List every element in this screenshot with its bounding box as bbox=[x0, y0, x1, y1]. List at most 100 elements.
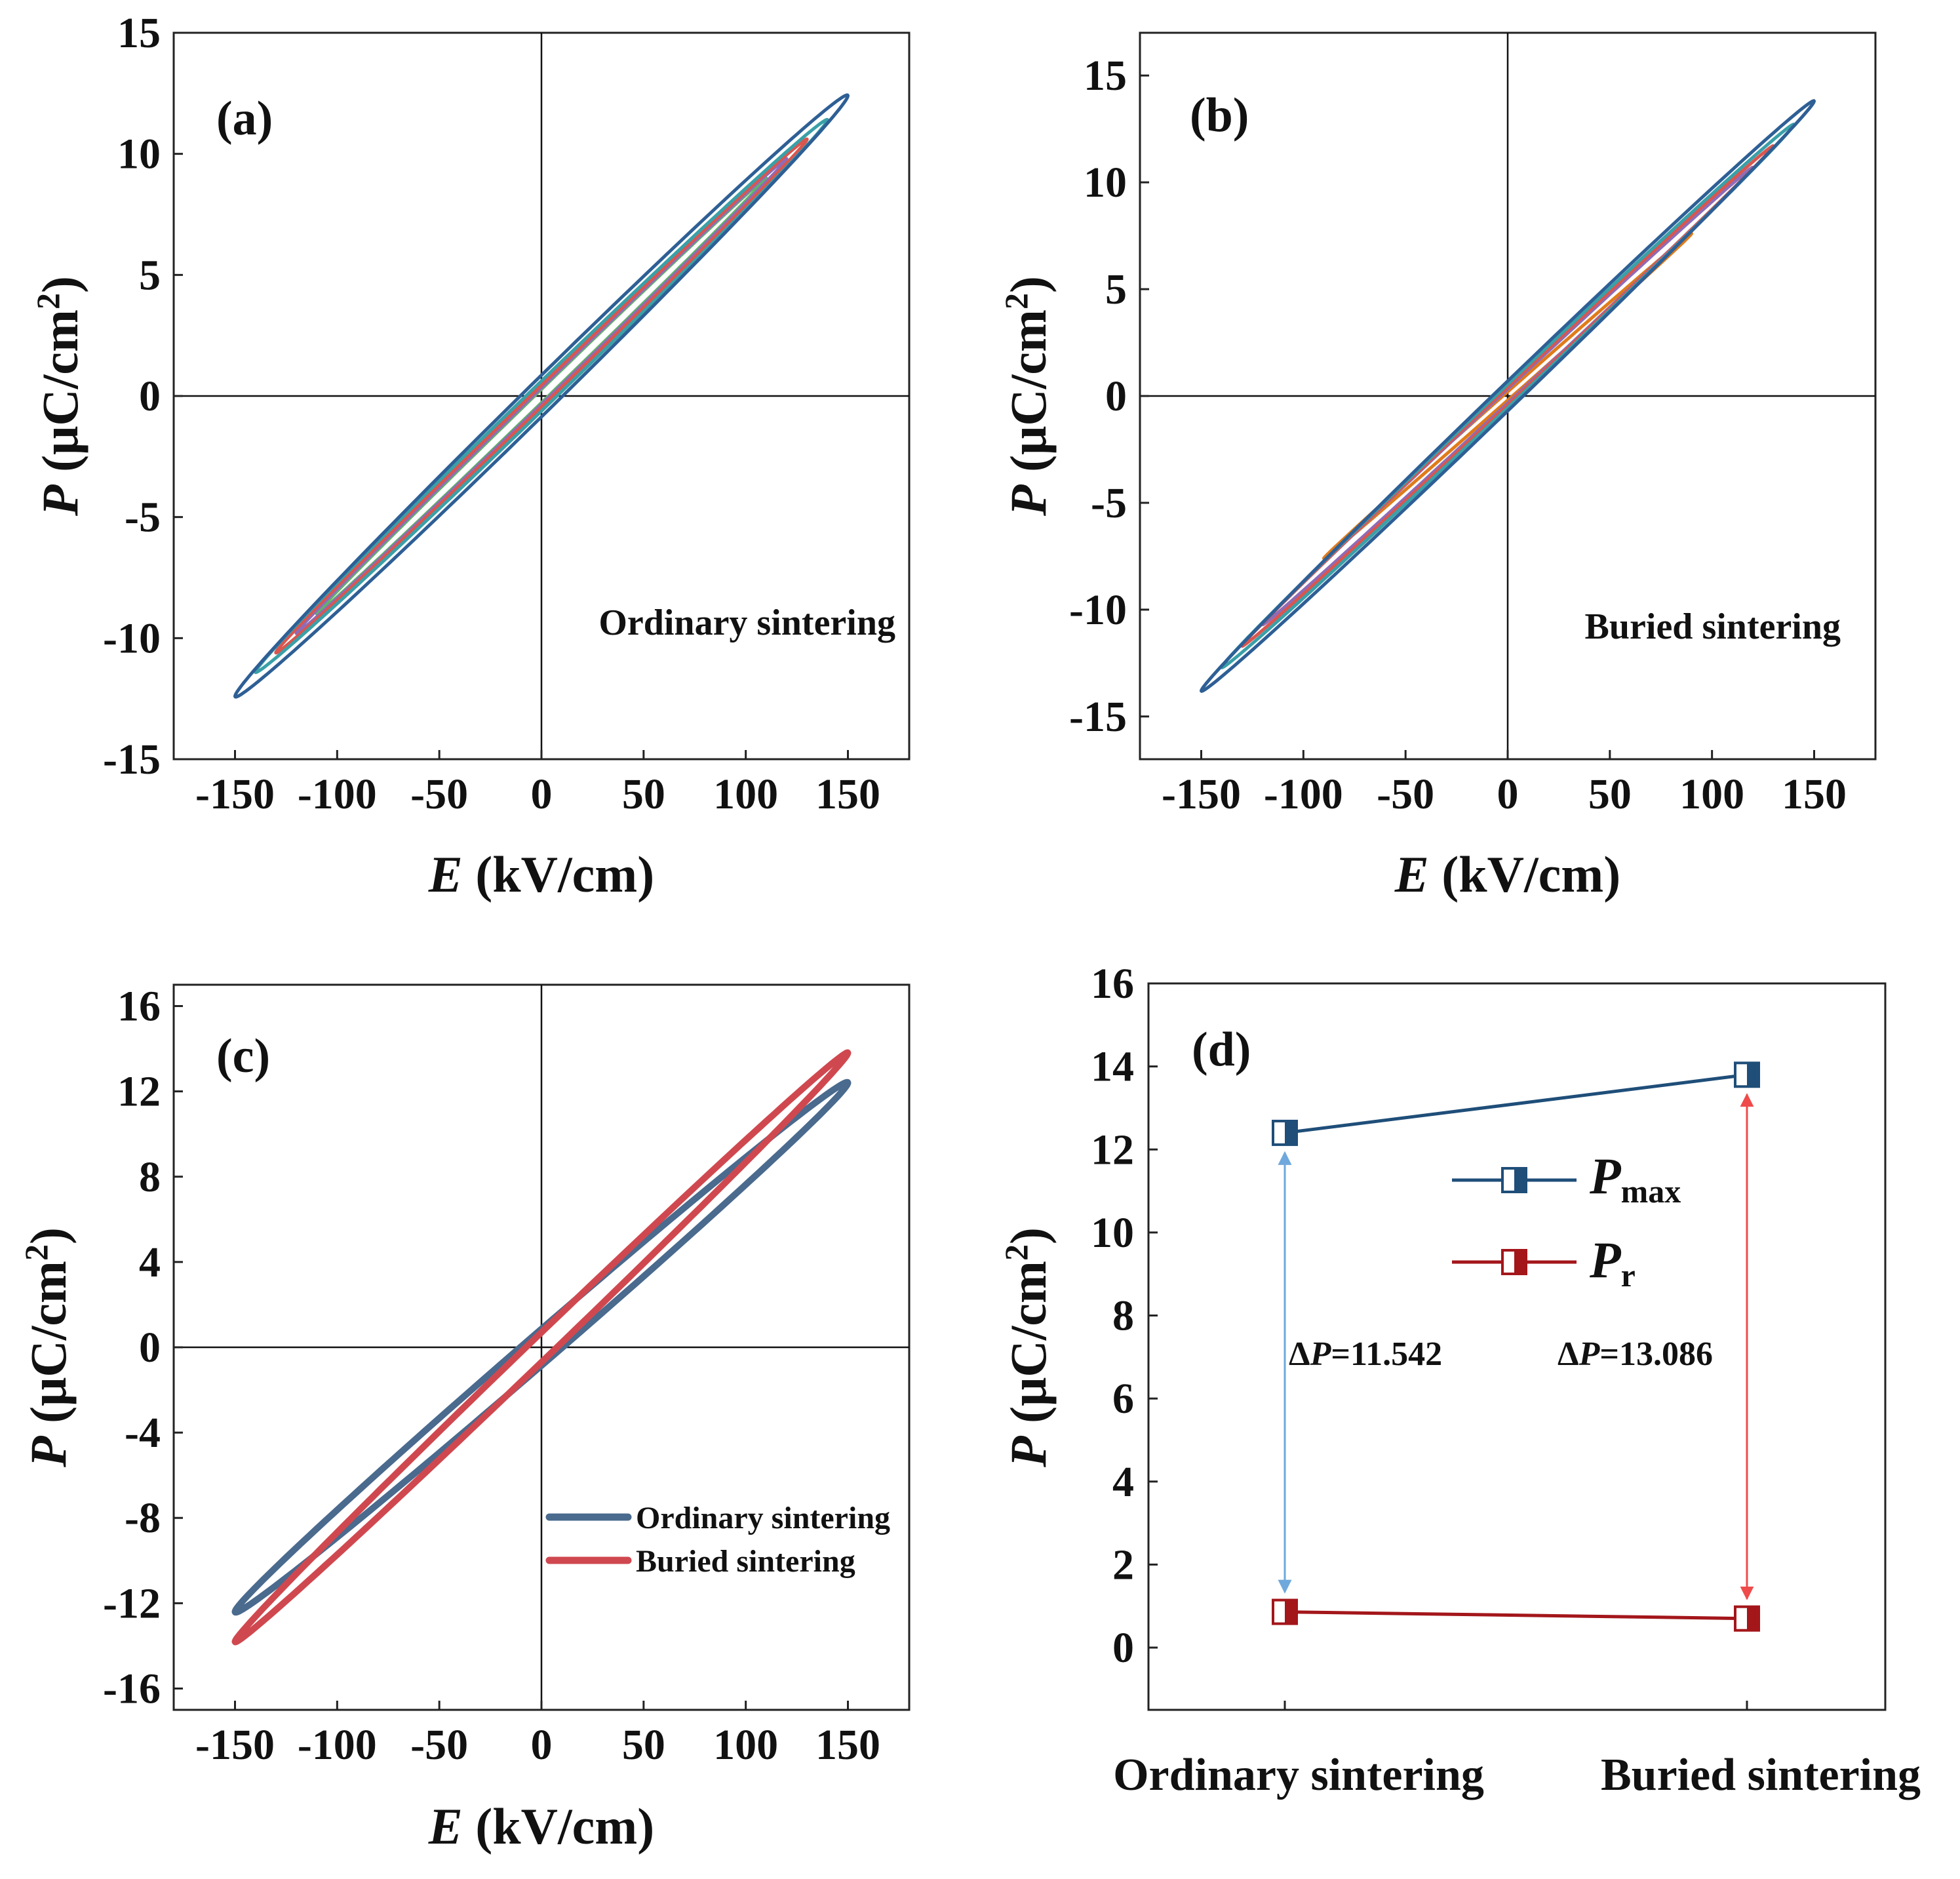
series-line-pr bbox=[1284, 1610, 1748, 1621]
panel-d-series bbox=[1272, 1061, 1760, 1632]
panel-b-ylabel: P (μC/cm2) bbox=[998, 276, 1057, 517]
panel-a-xtick-label: -150 bbox=[195, 770, 275, 818]
panel-c-ylabel: P (μC/cm2) bbox=[18, 1227, 77, 1468]
panel-c-ytick-label: 4 bbox=[139, 1238, 161, 1286]
data-point-pr-0 bbox=[1272, 1598, 1298, 1625]
panel-d-ytick-label: 8 bbox=[1112, 1292, 1134, 1340]
panel-c-xtick-label: 150 bbox=[815, 1721, 880, 1769]
panel-b-ytick-label: -15 bbox=[1069, 693, 1127, 741]
panel-d-ytick-label: 14 bbox=[1091, 1043, 1134, 1091]
panel-b-xtick-label: -100 bbox=[1264, 770, 1343, 818]
panel-b-xtick-label: 50 bbox=[1588, 770, 1632, 818]
delta-p-buried: ΔP=13.086 bbox=[1558, 1335, 1713, 1373]
legend-marker-pmax bbox=[1501, 1167, 1527, 1193]
panel-a-label: (a) bbox=[216, 92, 273, 146]
panel-c-loop-1 bbox=[231, 1049, 852, 1646]
panel-a-xlabel: E (kV/cm) bbox=[428, 846, 654, 903]
category-label-buried: Buried sintering bbox=[1601, 1750, 1921, 1800]
panel-a-ytick-label: -15 bbox=[103, 736, 161, 783]
panel-a-xtick-label: 50 bbox=[622, 770, 665, 818]
panel-d-ytick-label: 4 bbox=[1112, 1458, 1134, 1506]
legend-label-buried: Buried sintering bbox=[636, 1544, 855, 1579]
panel-c-ytick-label: 0 bbox=[139, 1324, 161, 1372]
legend-marker-pr bbox=[1501, 1249, 1527, 1275]
panel-a-ylabel: P (μC/cm2) bbox=[29, 276, 88, 517]
panel-a-ytick-label: 10 bbox=[117, 130, 161, 178]
panel-d-ytick-label: 6 bbox=[1112, 1375, 1134, 1423]
panel-d-label: (d) bbox=[1192, 1023, 1251, 1077]
panel-c: -150 -100 -50 0 50 100 150 16 12 8 4 0 -4 -8 -12 -16 (c… bbox=[18, 983, 911, 1855]
category-label-ordinary: Ordinary sintering bbox=[1113, 1750, 1484, 1800]
panel-b-loop-4 bbox=[1200, 99, 1816, 693]
series-line-pmax bbox=[1284, 1073, 1748, 1135]
panel-b-ytick-label: -10 bbox=[1069, 586, 1127, 634]
panel-b-ytick-label: 5 bbox=[1105, 266, 1127, 313]
panel-b-ytick-label: 10 bbox=[1084, 159, 1127, 207]
legend-label-ordinary: Ordinary sintering bbox=[636, 1501, 890, 1535]
panel-c-xtick-label: 50 bbox=[622, 1721, 665, 1769]
panel-b-annotation: Buried sintering bbox=[1585, 606, 1841, 647]
legend-pmax-label: Pmax bbox=[1589, 1147, 1681, 1210]
panel-c-loops bbox=[231, 1049, 852, 1646]
panel-c-ytick-label: -8 bbox=[125, 1494, 161, 1542]
panel-d-legend: Pmax Pr bbox=[1452, 1147, 1681, 1294]
panel-b-xtick-label: 150 bbox=[1782, 770, 1847, 818]
panel-c-ytick-label: 12 bbox=[117, 1068, 161, 1116]
panel-c-xtick-label: 100 bbox=[713, 1721, 778, 1769]
panel-c-xlabel: E (kV/cm) bbox=[428, 1798, 654, 1855]
panel-a-ytick-label: 15 bbox=[117, 9, 161, 57]
panel-c-xtick-label: -100 bbox=[298, 1721, 377, 1769]
panel-a-ytick-label: -10 bbox=[103, 614, 161, 662]
panel-b-xtick-label: -150 bbox=[1162, 770, 1241, 818]
panel-c-ticks: -150 -100 -50 0 50 100 150 16 12 8 4 0 -4 -8 -12 -16 bbox=[103, 983, 880, 1769]
panel-c-ytick-label: -16 bbox=[103, 1665, 161, 1712]
panel-b-xtick-label: 0 bbox=[1497, 770, 1519, 818]
panel-c-legend: Ordinary sintering Buried sintering bbox=[545, 1501, 890, 1579]
panel-b-loops bbox=[1200, 99, 1816, 693]
panel-a-xtick-label: -50 bbox=[410, 770, 468, 818]
panel-a-xtick-label: 100 bbox=[713, 770, 778, 818]
panel-d-ytick-label: 16 bbox=[1091, 960, 1134, 1008]
data-point-pmax-1 bbox=[1734, 1061, 1760, 1088]
panel-a-loop-3 bbox=[254, 117, 829, 675]
panel-b-xtick-label: 100 bbox=[1679, 770, 1744, 818]
panel-a-annotation: Ordinary sintering bbox=[598, 603, 895, 643]
panel-b-ytick-label: 0 bbox=[1105, 372, 1127, 420]
panel-c-loop-0 bbox=[231, 1078, 852, 1616]
panel-b-label: (b) bbox=[1190, 89, 1249, 142]
panel-b-xtick-label: -50 bbox=[1377, 770, 1434, 818]
panel-d-ticks: 16 14 12 10 8 6 4 2 0 bbox=[1091, 960, 1748, 1710]
panel-c-ytick-label: 16 bbox=[117, 983, 161, 1031]
panel-a-xtick-label: 150 bbox=[815, 770, 880, 818]
panel-d: 16 14 12 10 8 6 4 2 0 (d) Pmax Pr ΔP=11.542 ΔP=1… bbox=[998, 960, 1921, 1800]
panel-c-xtick-label: 0 bbox=[531, 1721, 553, 1769]
panel-d-ylabel: P (μC/cm2) bbox=[998, 1227, 1057, 1468]
data-point-pr-1 bbox=[1734, 1605, 1760, 1632]
panel-c-xtick-label: -50 bbox=[410, 1721, 468, 1769]
panel-a-ytick-label: 5 bbox=[139, 251, 161, 299]
panel-a-loop-2 bbox=[274, 137, 809, 655]
legend-pr-label: Pr bbox=[1589, 1231, 1636, 1294]
panel-b-xlabel: E (kV/cm) bbox=[1394, 846, 1620, 903]
panel-b-ytick-label: 15 bbox=[1084, 52, 1127, 100]
panel-d-ytick-label: 2 bbox=[1112, 1541, 1134, 1589]
panel-d-frame bbox=[1147, 982, 1887, 1711]
panel-b-ytick-label: -5 bbox=[1091, 479, 1127, 527]
panel-a-loop-4 bbox=[233, 93, 850, 699]
panel-d-ytick-label: 12 bbox=[1091, 1126, 1134, 1174]
delta-p-ordinary: ΔP=11.542 bbox=[1289, 1335, 1442, 1373]
panel-d-ytick-label: 0 bbox=[1112, 1624, 1134, 1672]
panel-a-loops bbox=[233, 93, 850, 699]
data-point-pmax-0 bbox=[1272, 1119, 1298, 1146]
panel-a-xtick-label: -100 bbox=[298, 770, 377, 818]
panel-a-xtick-label: 0 bbox=[531, 770, 553, 818]
panel-d-arrows bbox=[1278, 1093, 1754, 1600]
panel-c-ytick-label: -12 bbox=[103, 1579, 161, 1627]
panel-c-label: (c) bbox=[216, 1029, 270, 1083]
panel-c-ytick-label: -4 bbox=[125, 1409, 161, 1457]
